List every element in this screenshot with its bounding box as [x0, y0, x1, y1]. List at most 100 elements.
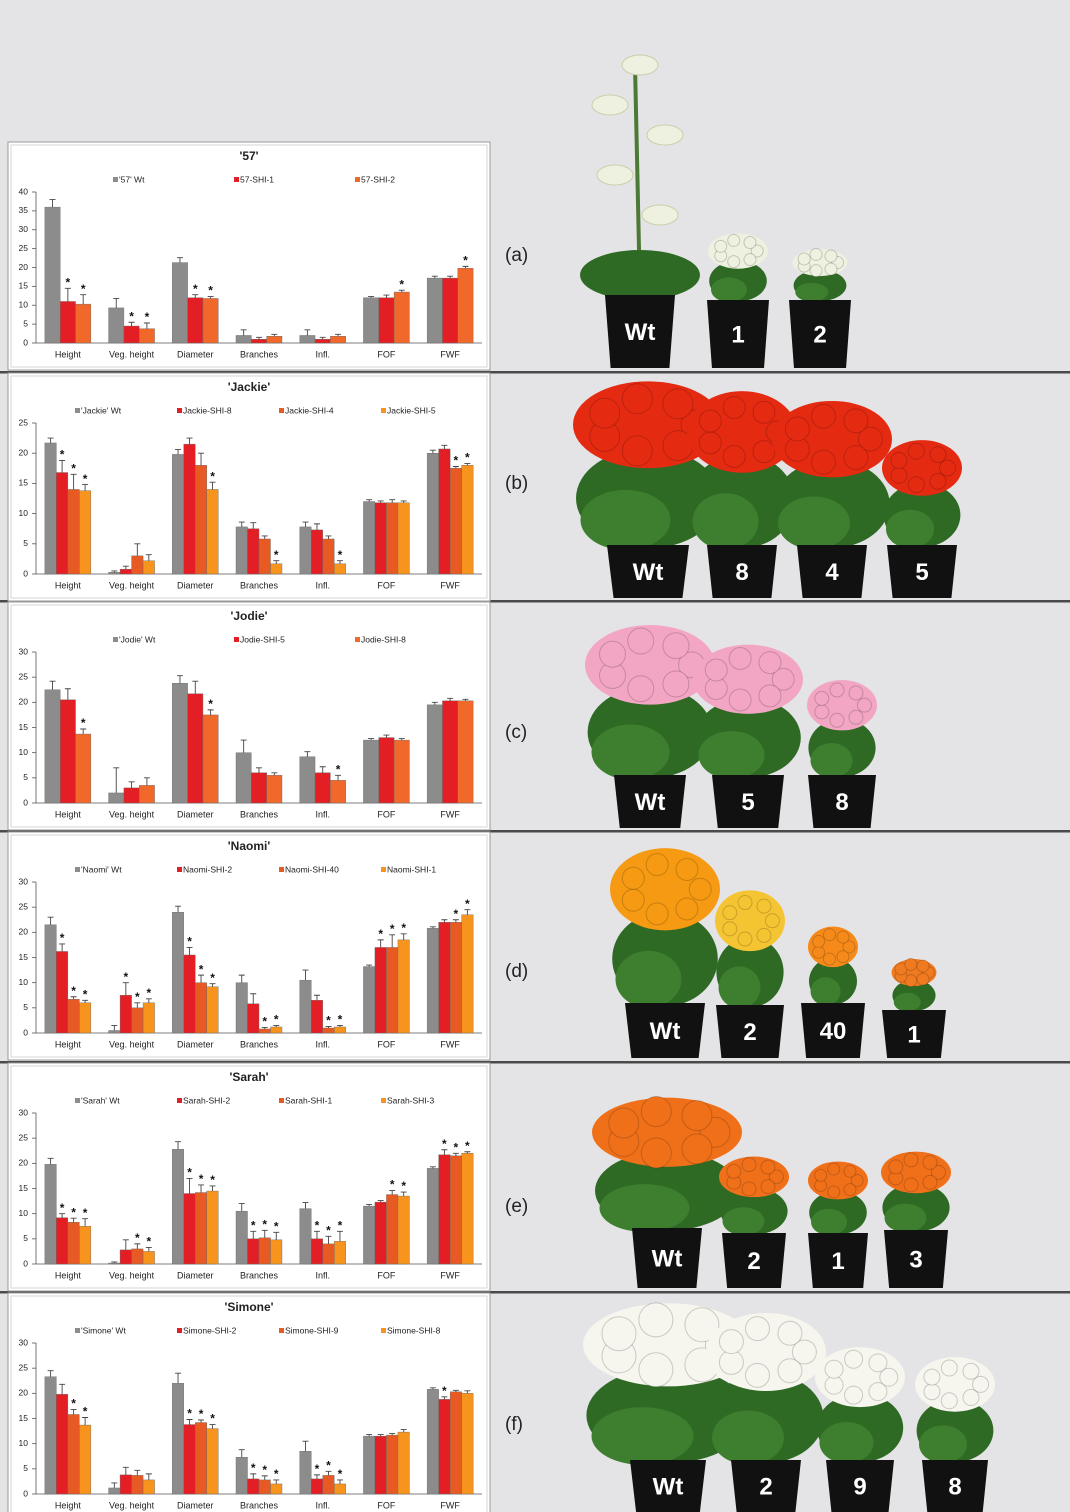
significance-mark: *	[401, 1179, 406, 1193]
bar	[68, 1414, 80, 1494]
significance-mark: *	[187, 1166, 192, 1180]
flower-cluster	[622, 55, 658, 75]
bar	[379, 738, 394, 803]
bar	[462, 1393, 474, 1494]
x-tick-label: FOF	[377, 809, 395, 819]
y-tick-label: 25	[19, 417, 29, 427]
significance-mark: *	[326, 1014, 331, 1028]
flower	[891, 467, 907, 483]
flower	[904, 1178, 918, 1192]
significance-mark: *	[465, 897, 470, 911]
bar	[79, 1003, 91, 1033]
bar	[207, 987, 219, 1033]
flower	[825, 250, 837, 262]
bar	[236, 527, 248, 574]
bar	[330, 780, 345, 803]
bar	[251, 773, 266, 803]
x-tick-label: FWF	[440, 809, 460, 819]
x-tick-label: FOF	[377, 1500, 395, 1510]
bar	[56, 473, 68, 574]
flower	[830, 683, 844, 697]
flower	[622, 889, 644, 911]
leaves	[616, 951, 682, 1008]
chart-title: '57'	[239, 149, 258, 163]
bar	[427, 278, 442, 343]
leaves	[592, 725, 670, 780]
significance-mark: *	[262, 1015, 267, 1029]
bar	[132, 1249, 144, 1264]
flower	[815, 691, 829, 705]
bar	[109, 1030, 121, 1033]
bar	[323, 1475, 335, 1494]
bar	[259, 1029, 271, 1033]
flower	[641, 1096, 671, 1126]
y-tick-label: 25	[19, 1132, 29, 1142]
flower	[940, 460, 956, 476]
bar	[143, 1003, 155, 1033]
flower	[676, 898, 698, 920]
significance-mark: *	[83, 1206, 88, 1220]
leaves	[711, 278, 747, 302]
significance-mark: *	[199, 1407, 204, 1421]
flower	[810, 248, 822, 260]
bar	[271, 1027, 283, 1033]
flower	[811, 404, 835, 428]
flower	[676, 858, 698, 880]
flower	[811, 450, 835, 474]
bar	[439, 1155, 451, 1264]
flower	[744, 237, 756, 249]
leaves	[592, 1407, 694, 1465]
flower	[715, 240, 727, 252]
flower	[825, 1360, 843, 1378]
flower	[723, 906, 737, 920]
bar	[109, 572, 121, 574]
flower	[590, 398, 620, 428]
legend-swatch	[279, 1098, 284, 1103]
legend-swatch	[177, 408, 182, 413]
flower	[719, 1330, 743, 1354]
bar	[207, 1191, 219, 1264]
bar	[330, 336, 345, 343]
y-tick-label: 15	[19, 1413, 29, 1423]
bar	[439, 922, 451, 1033]
significance-mark: *	[71, 1205, 76, 1219]
bar	[334, 1027, 346, 1033]
flower	[729, 689, 751, 711]
bar	[60, 301, 75, 343]
bar	[267, 775, 282, 803]
flower	[727, 1164, 741, 1178]
panel-label: (f)	[505, 1414, 523, 1435]
legend-swatch	[113, 637, 118, 642]
bar	[386, 1195, 398, 1264]
significance-mark: *	[146, 986, 151, 1000]
bar	[79, 491, 91, 574]
bar	[184, 955, 196, 1033]
pot-label: 2	[813, 321, 826, 348]
bar	[195, 1423, 207, 1494]
significance-mark: *	[399, 277, 404, 291]
bar	[76, 734, 91, 803]
bar	[462, 915, 474, 1033]
bar	[172, 454, 184, 574]
significance-mark: *	[210, 1412, 215, 1426]
flower	[742, 1182, 756, 1196]
y-tick-label: 30	[19, 876, 29, 886]
bar	[394, 740, 409, 803]
y-tick-label: 5	[23, 1463, 28, 1473]
legend-label: 'Naomi' Wt	[81, 864, 122, 874]
flower	[908, 477, 924, 493]
bar	[386, 1435, 398, 1494]
significance-mark: *	[442, 1137, 447, 1151]
legend-swatch	[279, 408, 284, 413]
chart-title: 'Jodie'	[230, 609, 267, 623]
chart-title: 'Simone'	[224, 1300, 273, 1314]
bar	[439, 1399, 451, 1494]
flower	[815, 1169, 827, 1181]
bar	[398, 1432, 410, 1494]
legend-label: Simone-SHI-8	[387, 1325, 441, 1335]
flower	[905, 958, 917, 970]
flower	[825, 263, 837, 275]
flower	[845, 1386, 863, 1404]
x-tick-label: Diameter	[177, 809, 214, 819]
x-tick-label: Veg. height	[109, 580, 155, 590]
